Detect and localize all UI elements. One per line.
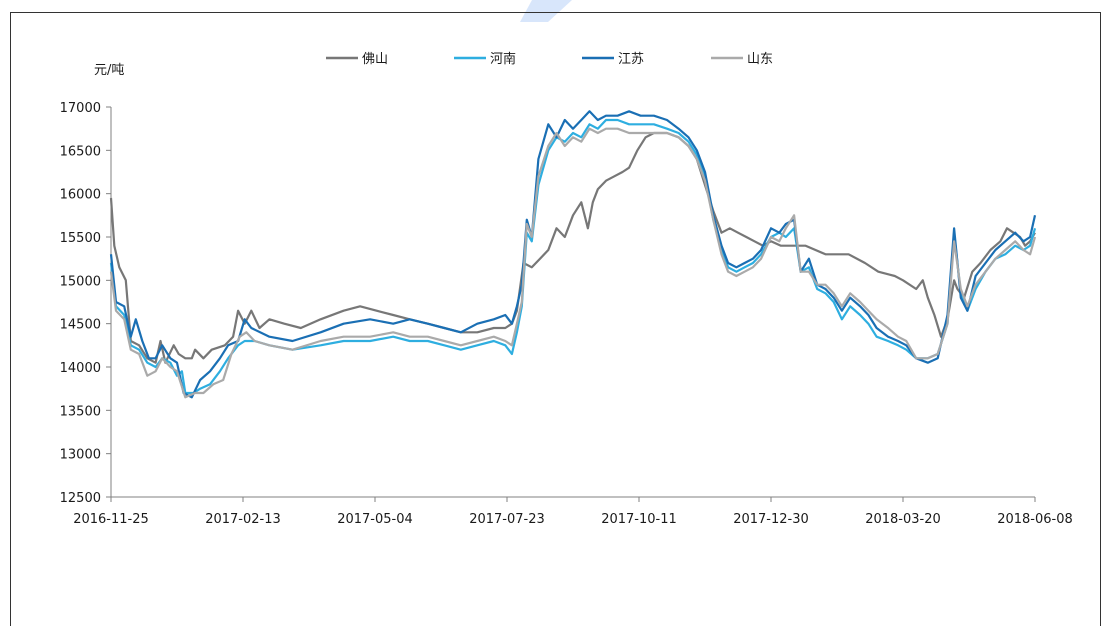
series-line-1 xyxy=(109,131,1036,364)
x-tick-label: 2018-06-08 xyxy=(997,512,1073,527)
y-tick-label: 15000 xyxy=(60,274,101,289)
legend-label-4: 山东 xyxy=(747,52,773,67)
y-tick-label: 15500 xyxy=(60,231,101,246)
y-tick-label: 13500 xyxy=(60,404,101,419)
legend-label-3: 江苏 xyxy=(618,51,644,67)
x-tick-label: 2017-07-23 xyxy=(469,512,545,527)
y-tick-label: 14000 xyxy=(60,361,101,376)
series-line-4 xyxy=(109,127,1037,399)
y-tick-label: 12500 xyxy=(60,491,101,506)
x-tick-label: 2017-10-11 xyxy=(601,512,677,527)
y-tick-label: 16000 xyxy=(60,188,101,203)
chart-border xyxy=(10,12,1101,626)
legend: 佛山 河南 江苏 山东 xyxy=(326,51,773,67)
y-tick-label: 16500 xyxy=(60,144,101,159)
watermark-stroke xyxy=(520,0,572,22)
legend-label-2: 河南 xyxy=(490,51,516,67)
y-tick-label: 14500 xyxy=(60,318,101,333)
y-axis: 12500 13000 13500 14000 14500 15000 15500 16000… xyxy=(60,101,112,506)
x-tick-label: 2018-03-20 xyxy=(865,512,941,527)
series-line-3 xyxy=(109,110,1037,399)
y-axis-unit-label: 元/吨 xyxy=(94,63,124,78)
x-tick-label: 2016-11-25 xyxy=(73,512,149,527)
x-tick-label: 2017-05-04 xyxy=(337,512,413,527)
x-axis: 2016-11-25 2017-02-13 2017-05-04 2017-07-23… xyxy=(73,496,1073,527)
y-tick-label: 17000 xyxy=(60,101,101,116)
legend-label-1: 佛山 xyxy=(362,52,388,67)
plot-area xyxy=(109,110,1037,399)
x-tick-label: 2017-02-13 xyxy=(205,512,281,527)
y-tick-label: 13000 xyxy=(60,448,101,463)
series-line-2 xyxy=(109,118,1037,395)
x-tick-label: 2017-12-30 xyxy=(733,512,809,527)
